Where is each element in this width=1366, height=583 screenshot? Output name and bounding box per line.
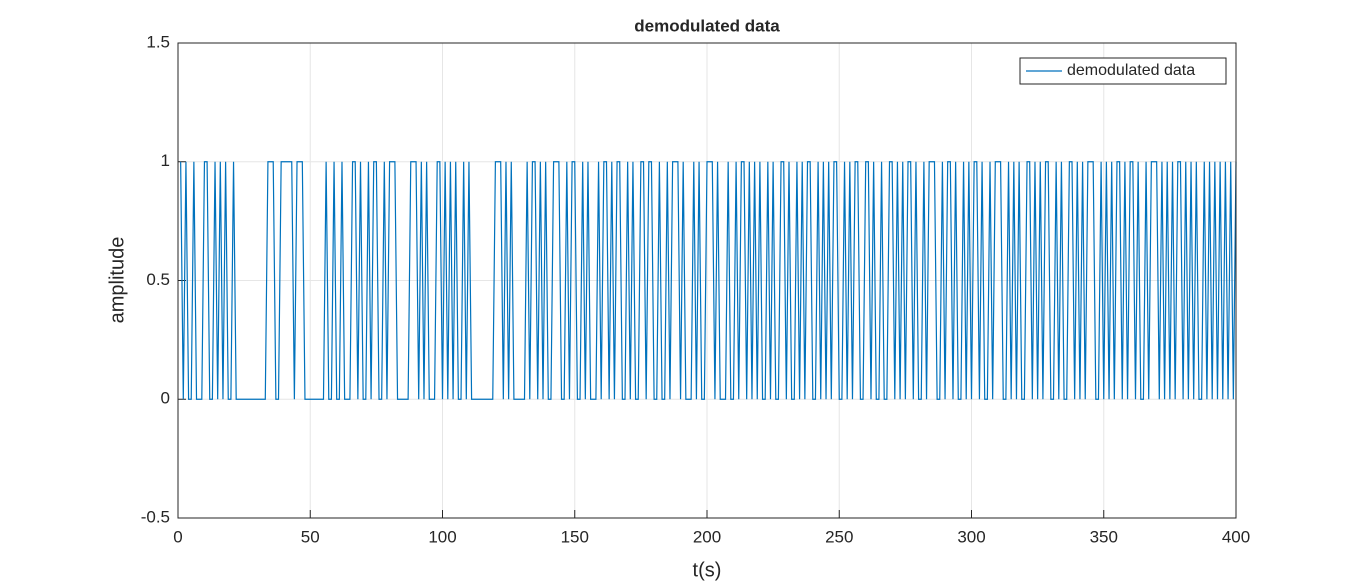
y-tick-label: 0 <box>161 389 170 408</box>
x-tick-label: 150 <box>561 527 589 546</box>
legend-label: demodulated data <box>1067 62 1195 79</box>
x-tick-label: 250 <box>825 527 853 546</box>
x-tick-label: 350 <box>1090 527 1118 546</box>
x-axis-label: t(s) <box>693 559 722 581</box>
data-line <box>180 161 1237 400</box>
x-tick-label: 0 <box>173 527 182 546</box>
x-tick-label: 50 <box>301 527 320 546</box>
x-tick-label: 400 <box>1222 527 1250 546</box>
y-tick-label: -0.5 <box>141 507 170 526</box>
y-tick-label: 1 <box>161 151 170 170</box>
y-axis-label: amplitude <box>106 237 128 324</box>
y-tick-label: 0.5 <box>146 270 170 289</box>
y-tick-label: 1.5 <box>146 32 170 51</box>
x-tick-label: 200 <box>693 527 721 546</box>
plot-frame <box>177 42 1237 519</box>
x-tick-label: 100 <box>428 527 456 546</box>
chart-title: demodulated data <box>634 16 780 35</box>
x-tick-label: 300 <box>957 527 985 546</box>
